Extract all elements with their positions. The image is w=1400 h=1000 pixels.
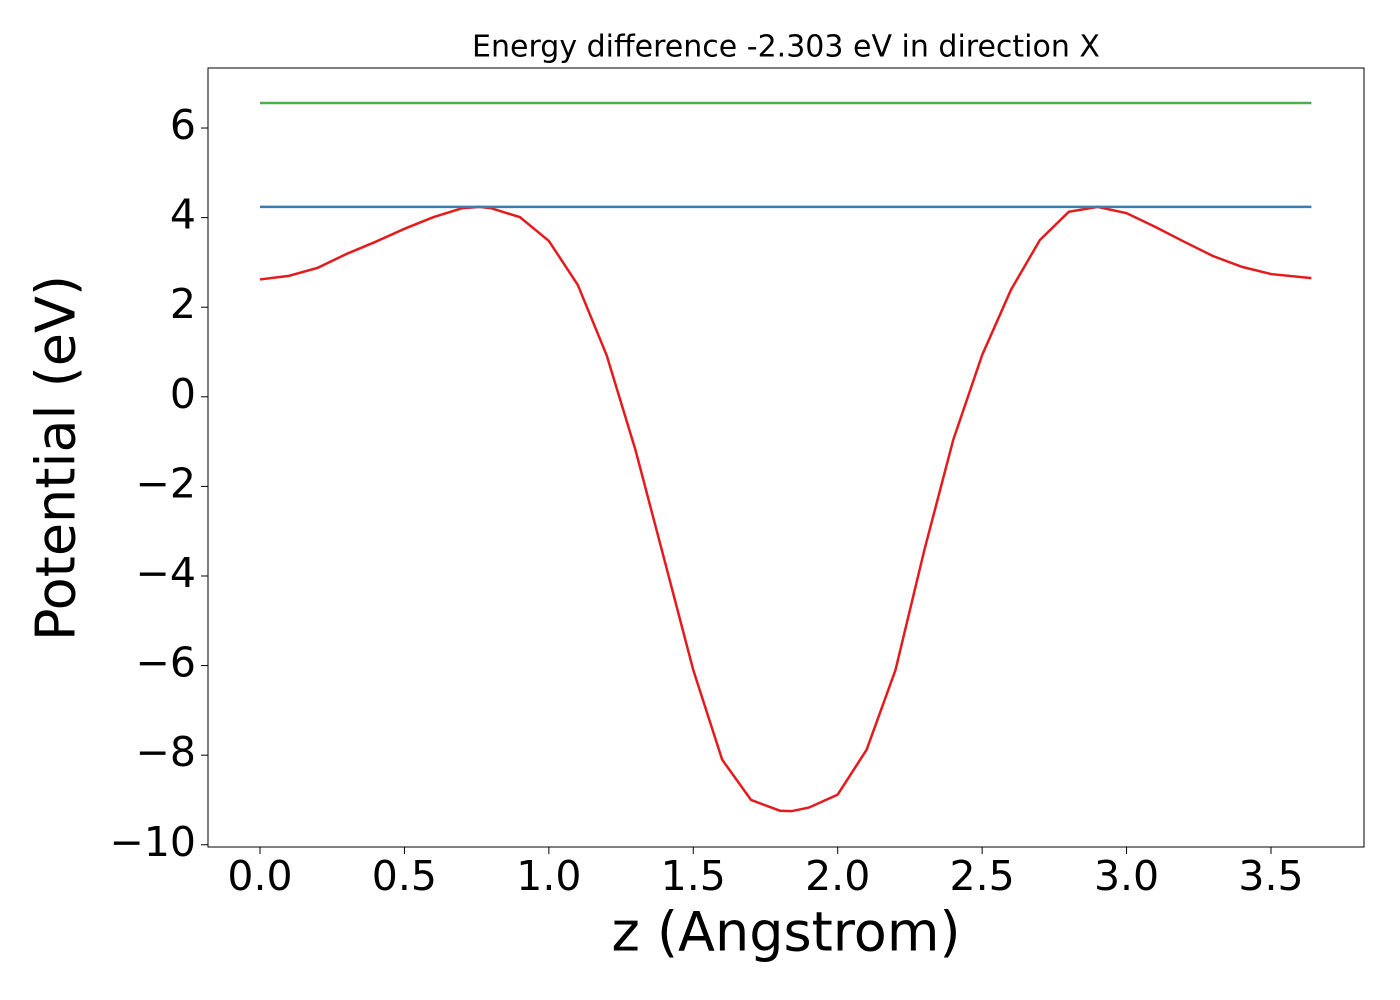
- y-tick-label: 6: [170, 101, 196, 149]
- x-axis-label: z (Angstrom): [611, 901, 960, 964]
- x-tick-label: 0.0: [227, 852, 292, 900]
- y-axis-label: Potential (eV): [25, 275, 88, 641]
- x-tick-label: 2.0: [805, 852, 870, 900]
- x-tick-label: 1.0: [516, 852, 581, 900]
- y-tick-label: −4: [136, 549, 196, 597]
- y-tick-label: −2: [136, 459, 196, 507]
- line-series: [259, 205, 1312, 813]
- x-tick-label: 3.0: [1094, 852, 1159, 900]
- y-tick-label: 2: [170, 280, 196, 328]
- y-tick-label: −10: [109, 818, 196, 866]
- y-tick-label: −8: [136, 728, 196, 776]
- plot-frame: [207, 67, 1365, 848]
- y-tick-label: −6: [136, 639, 196, 687]
- chart-title: Energy difference -2.303 eV in direction…: [472, 30, 1100, 65]
- x-tick-label: 1.5: [661, 852, 726, 900]
- x-tick-label: 2.5: [950, 852, 1015, 900]
- x-tick-label: 3.5: [1238, 852, 1303, 900]
- y-tick-label: 4: [170, 191, 196, 239]
- x-tick-label: 0.5: [372, 852, 437, 900]
- y-tick-label: 0: [170, 370, 196, 418]
